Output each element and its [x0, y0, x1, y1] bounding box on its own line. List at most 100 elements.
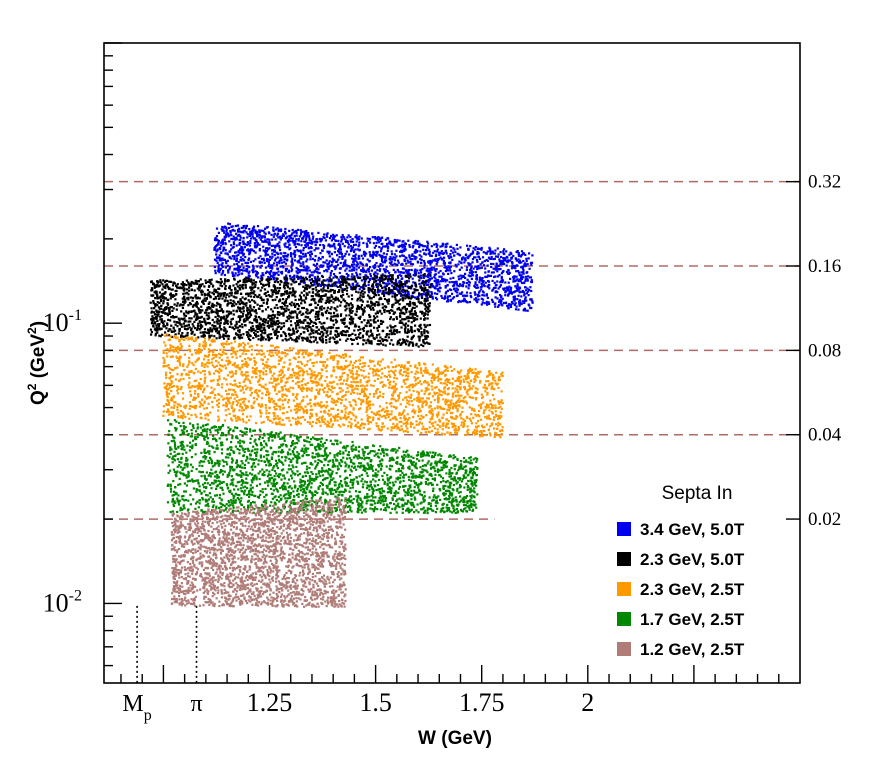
point	[247, 337, 251, 340]
point	[482, 251, 485, 254]
point	[230, 257, 233, 260]
point	[390, 339, 393, 342]
point	[267, 316, 270, 319]
point	[358, 235, 361, 238]
point	[324, 301, 327, 305]
point	[224, 266, 227, 269]
point	[426, 324, 429, 327]
point	[411, 277, 414, 280]
point	[197, 280, 200, 283]
point	[263, 292, 266, 296]
point	[209, 306, 212, 309]
point	[363, 339, 366, 342]
point	[340, 296, 343, 299]
point	[355, 264, 358, 267]
point	[329, 279, 332, 282]
point	[261, 240, 264, 243]
point	[277, 330, 280, 334]
point	[506, 272, 509, 275]
point	[236, 228, 240, 232]
point	[149, 301, 152, 304]
point	[186, 331, 189, 335]
point	[404, 322, 408, 325]
series-3-points	[162, 333, 504, 439]
point	[271, 267, 274, 270]
point	[311, 309, 315, 312]
point	[259, 280, 262, 283]
point	[461, 294, 465, 297]
point	[183, 325, 186, 328]
point	[324, 366, 327, 369]
point	[218, 319, 221, 322]
point	[235, 257, 239, 260]
point	[497, 268, 500, 271]
point	[288, 302, 291, 305]
point	[273, 276, 276, 279]
point	[338, 290, 341, 293]
point	[165, 306, 168, 309]
point	[322, 261, 325, 264]
point	[369, 241, 372, 244]
point	[365, 330, 368, 333]
point	[443, 256, 446, 259]
point	[420, 289, 424, 292]
point	[240, 311, 243, 314]
point	[303, 277, 306, 280]
point	[444, 379, 447, 382]
point	[345, 325, 349, 328]
point	[195, 328, 199, 331]
point	[369, 266, 372, 269]
point	[392, 256, 395, 259]
point	[365, 406, 368, 409]
point	[341, 278, 344, 281]
point	[236, 292, 239, 295]
point	[354, 285, 357, 288]
point	[268, 285, 271, 288]
point	[391, 295, 394, 298]
point	[246, 236, 249, 239]
point	[444, 285, 447, 288]
point	[232, 313, 235, 316]
point	[321, 314, 324, 317]
point	[202, 302, 205, 305]
point	[233, 301, 236, 304]
point	[233, 267, 236, 270]
point	[428, 277, 431, 280]
point	[387, 245, 390, 249]
point	[247, 332, 250, 335]
point	[188, 286, 191, 289]
point	[252, 271, 255, 274]
point	[480, 285, 483, 289]
point	[384, 278, 387, 281]
point	[265, 259, 269, 263]
point	[333, 281, 336, 285]
point	[402, 318, 405, 321]
point	[446, 289, 449, 292]
point	[514, 308, 518, 311]
point	[160, 320, 163, 324]
point	[254, 229, 257, 232]
point	[379, 263, 382, 266]
point	[472, 247, 475, 250]
point	[189, 296, 193, 299]
point	[414, 372, 417, 375]
point	[471, 252, 475, 255]
point	[192, 310, 195, 313]
point	[228, 255, 231, 258]
point	[348, 278, 351, 281]
point	[242, 253, 245, 256]
point	[253, 295, 256, 299]
point	[251, 233, 254, 236]
point	[422, 260, 426, 263]
point	[273, 331, 276, 334]
point	[220, 267, 223, 270]
point	[232, 284, 235, 287]
point	[173, 316, 176, 319]
point	[507, 294, 510, 297]
point	[350, 315, 353, 318]
point	[501, 261, 504, 264]
point	[404, 318, 407, 321]
point	[402, 291, 405, 294]
point	[474, 281, 477, 284]
point	[165, 352, 168, 355]
